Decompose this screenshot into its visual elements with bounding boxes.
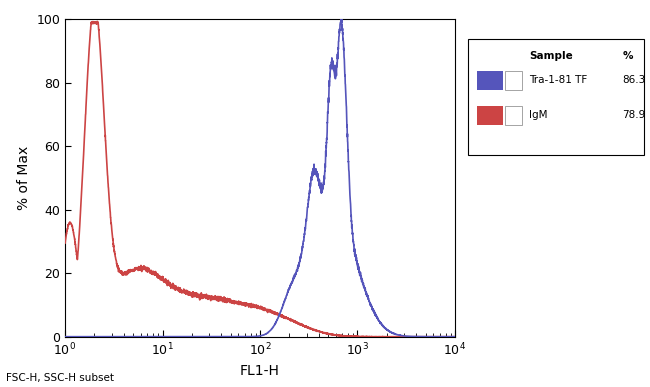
FancyBboxPatch shape — [468, 39, 644, 155]
Text: IgM: IgM — [529, 110, 548, 120]
Text: 86.3: 86.3 — [623, 75, 645, 86]
Y-axis label: % of Max: % of Max — [17, 146, 31, 210]
Bar — [476, 106, 503, 125]
Text: %: % — [623, 51, 633, 61]
Text: 78.9: 78.9 — [623, 110, 645, 120]
Text: Sample: Sample — [529, 51, 573, 61]
Text: Tra-1-81 TF: Tra-1-81 TF — [529, 75, 588, 86]
Bar — [505, 71, 523, 90]
Text: FSC-H, SSC-H subset: FSC-H, SSC-H subset — [6, 373, 114, 383]
Bar — [505, 106, 523, 125]
X-axis label: FL1-H: FL1-H — [240, 364, 280, 378]
Bar — [476, 71, 503, 90]
